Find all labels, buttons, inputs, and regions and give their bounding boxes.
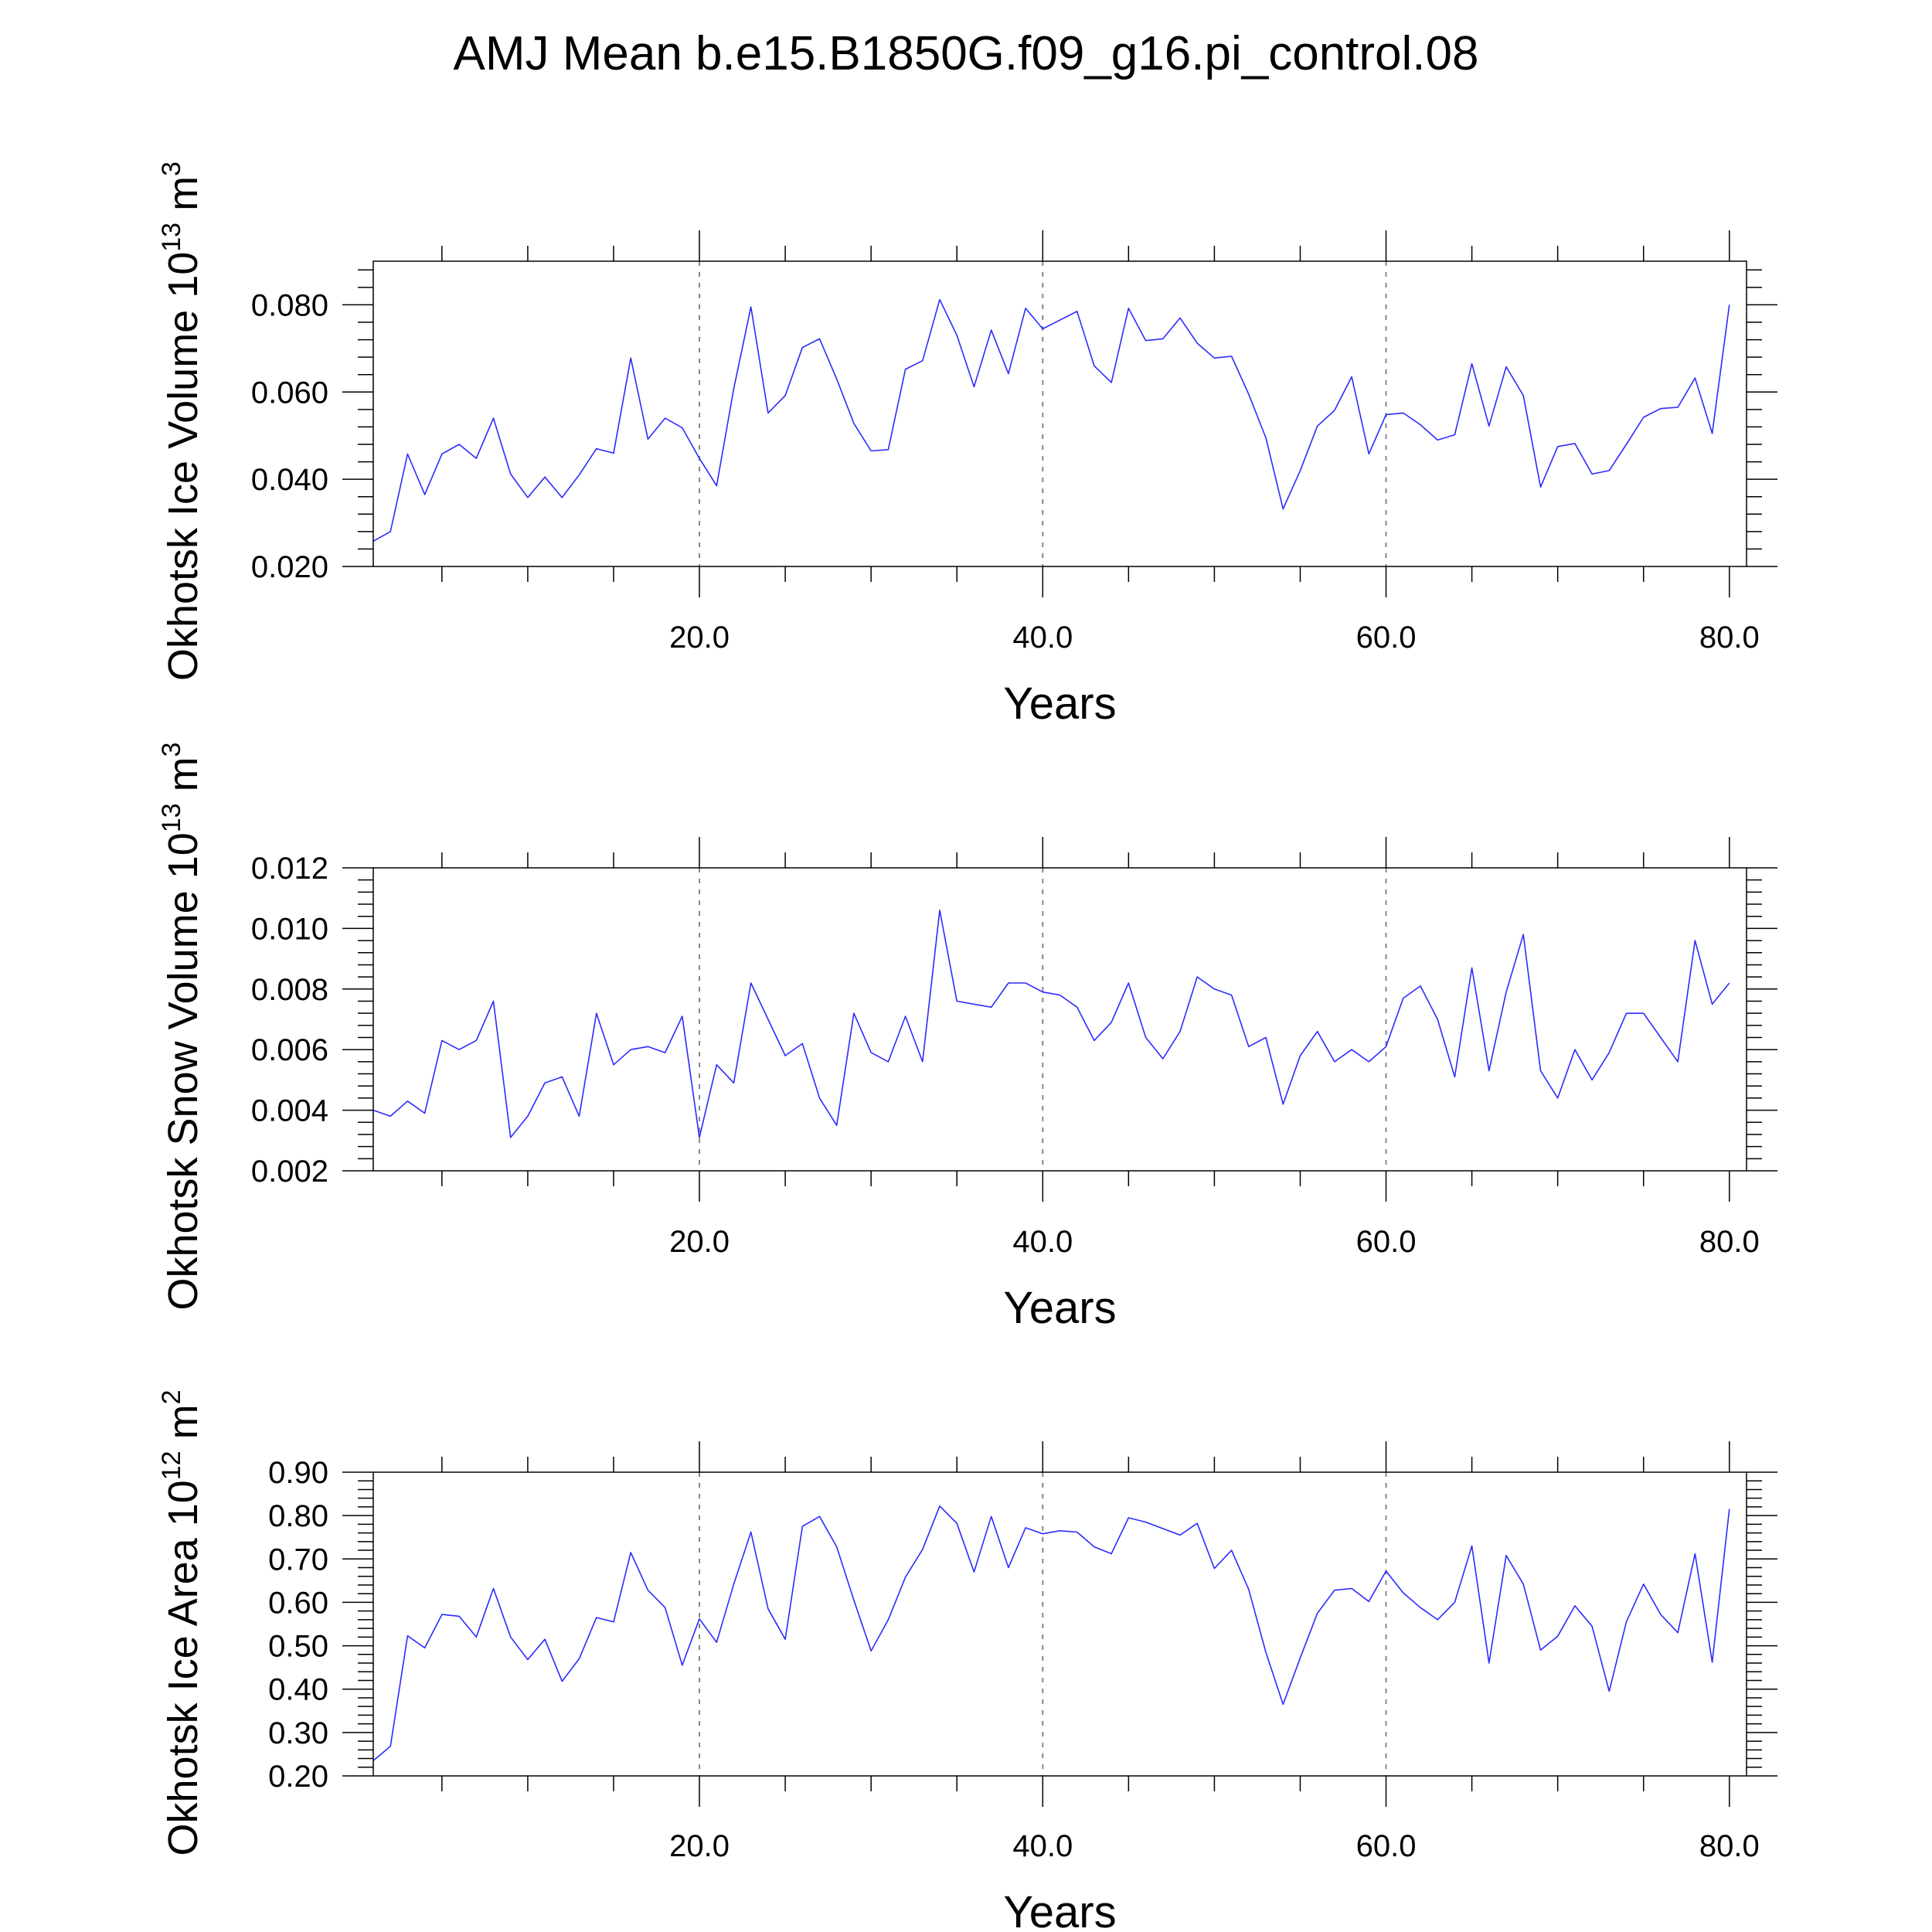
y-axis-title-superscript: 3 — [157, 162, 186, 176]
chart-panel-3: 0.20 0.30 0.40 0.50 0.60 0.70 0.80 0.90 20.0 40.0… — [157, 1389, 1777, 1932]
plot-frame — [372, 867, 1747, 1172]
y-tick-label: 0.004 — [251, 1094, 328, 1128]
x-tick-label: 40.0 — [1012, 1225, 1073, 1259]
y-tick-label: 0.040 — [251, 463, 328, 497]
y-tick-label: 0.008 — [251, 973, 328, 1007]
y-tick-label: 0.50 — [268, 1630, 328, 1664]
y-axis-title-superscript: 13 — [157, 803, 186, 832]
figure-title: AMJ Mean b.e15.B1850G.f09_g16.pi_control… — [453, 27, 1478, 80]
y-axis-title-part: m — [160, 176, 206, 223]
x-tick-label: 80.0 — [1699, 621, 1760, 655]
y-axis-title-superscript: 13 — [157, 223, 186, 252]
plot-frame — [372, 260, 1747, 567]
series-line-3 — [372, 1505, 1730, 1761]
x-tick-label: 40.0 — [1012, 621, 1073, 655]
y-tick-label: 0.020 — [251, 550, 328, 584]
chart-panel-1: 0.020 0.040 0.060 0.080 20.0 40.0 60.0 80.0 Year… — [157, 162, 1777, 729]
y-tick-label: 0.006 — [251, 1033, 328, 1067]
x-tick-label: 60.0 — [1356, 621, 1417, 655]
x-axis-title: Years — [1003, 1283, 1116, 1333]
y-tick-label: 0.60 — [268, 1586, 328, 1620]
x-tick-label: 80.0 — [1699, 1829, 1760, 1863]
y-axis-title: Okhotsk Ice Volume 1013 m3 — [157, 162, 206, 681]
y-tick-label: 0.012 — [251, 852, 328, 886]
x-axis-title: Years — [1003, 1887, 1116, 1932]
y-axis-title-part: Okhotsk Ice Volume 10 — [160, 252, 206, 681]
y-tick-label: 0.080 — [251, 288, 328, 322]
y-axis-title-part: m — [160, 1404, 206, 1451]
series-line-2 — [372, 910, 1730, 1138]
y-axis-title-superscript: 2 — [157, 1389, 186, 1404]
x-tick-label: 60.0 — [1356, 1225, 1417, 1259]
y-axis-title: Okhotsk Ice Area 1012 m2 — [157, 1389, 206, 1855]
x-tick-label: 20.0 — [669, 1225, 730, 1259]
y-axis-title: Okhotsk Snow Volume 1013 m3 — [157, 742, 206, 1310]
x-tick-label: 60.0 — [1356, 1829, 1417, 1863]
y-axis-title-superscript: 12 — [157, 1451, 186, 1480]
y-tick-label: 0.060 — [251, 376, 328, 410]
x-tick-label: 40.0 — [1012, 1829, 1073, 1863]
x-tick-label: 20.0 — [669, 621, 730, 655]
y-axis-title-part: m — [160, 757, 206, 803]
series-line-1 — [372, 298, 1730, 542]
plot-frame — [372, 1471, 1747, 1777]
y-tick-label: 0.20 — [268, 1760, 328, 1794]
y-tick-label: 0.30 — [268, 1716, 328, 1750]
x-tick-label: 20.0 — [669, 1829, 730, 1863]
y-axis-title-part: Okhotsk Ice Area 10 — [160, 1480, 206, 1855]
y-tick-label: 0.002 — [251, 1155, 328, 1189]
y-tick-label: 0.90 — [268, 1456, 328, 1490]
x-axis-title: Years — [1003, 679, 1116, 729]
y-axis-title-part: Okhotsk Snow Volume 10 — [160, 832, 206, 1310]
x-tick-label: 80.0 — [1699, 1225, 1760, 1259]
chart-panel-2: 0.002 0.004 0.006 0.008 0.010 0.012 20.0 40.0 60… — [157, 742, 1777, 1333]
y-axis-title-superscript: 3 — [157, 742, 186, 757]
y-tick-label: 0.010 — [251, 912, 328, 946]
y-tick-label: 0.70 — [268, 1543, 328, 1577]
y-tick-label: 0.80 — [268, 1499, 328, 1533]
y-tick-label: 0.40 — [268, 1673, 328, 1707]
